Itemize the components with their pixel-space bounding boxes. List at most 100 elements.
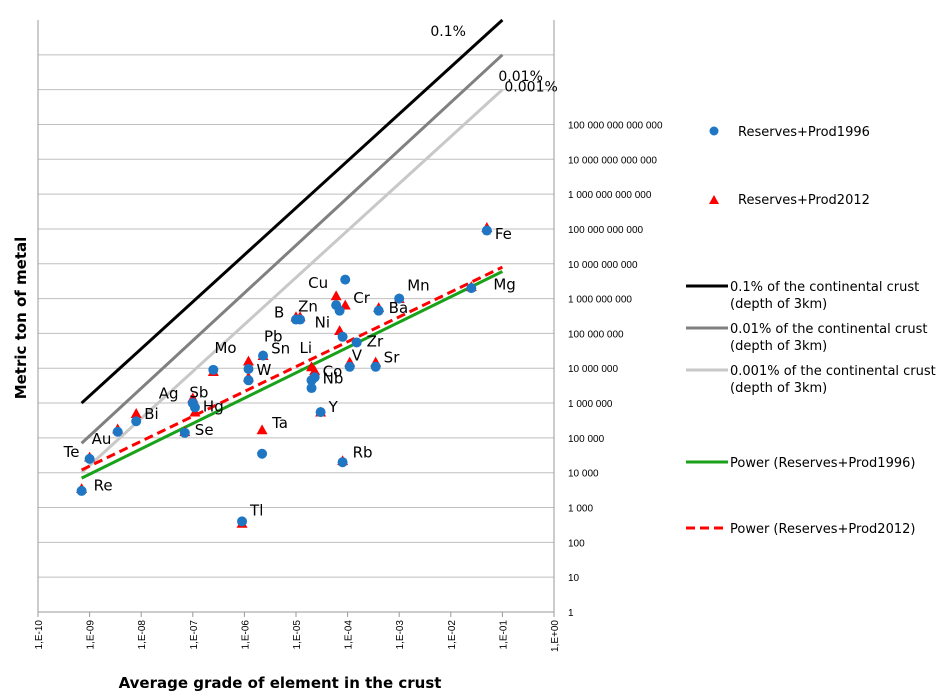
x-tick-label: 1,E+00	[550, 620, 561, 652]
grid-lines	[38, 54, 554, 613]
plot-border	[37, 20, 555, 617]
legend-label-line-part: Power (Reserves+Prod2012)	[730, 522, 915, 537]
element-label-ag: Ag	[159, 384, 179, 402]
legend-label-line-part: 0.001% of the continental crust	[730, 364, 936, 379]
element-label-zn: Zn	[298, 298, 318, 316]
point-1996	[370, 361, 381, 372]
element-label-y: Y	[328, 398, 339, 416]
legend-label-line-part: Power (Reserves+Prod1996)	[730, 456, 915, 471]
reference-line-label: 0.1%	[430, 24, 466, 40]
point-1996	[481, 225, 492, 236]
point-1996	[394, 293, 405, 304]
point-1996	[309, 372, 320, 383]
point-1996	[243, 364, 254, 375]
element-label-mo: Mo	[214, 339, 236, 357]
series-line-1	[80, 53, 504, 445]
legend-label-1996: Reserves+Prod1996	[738, 125, 870, 140]
element-label-nb: Nb	[323, 369, 344, 387]
reference-line-labels: 0.1% 0.01%0.001%	[430, 24, 557, 96]
point-2012	[130, 408, 142, 418]
y-tick-label: 100 000 000 000	[568, 225, 644, 236]
point-1996	[258, 350, 269, 361]
series-line-4	[80, 265, 504, 472]
y-axis-ticks: 1 10 100 1 000 10 000 100 000 1 000 000 10 000 …	[568, 120, 663, 619]
x-tick-label: 1,E-03	[395, 620, 406, 650]
y-tick-label: 10 000 000 000	[568, 260, 638, 271]
legend-marker-1996	[709, 126, 719, 136]
element-label-fe: Fe	[495, 225, 512, 243]
point-1996	[131, 416, 142, 427]
element-label-ba: Ba	[389, 299, 408, 317]
legend: Reserves+Prod1996 Reserves+Prod2012 0.1% o…	[686, 125, 936, 537]
x-axis-ticks: 1,E-10 1,E-09 1,E-08 1,E-07 1,E-06 1,E-05 1,E-…	[34, 620, 561, 652]
y-tick-label: 1 000	[568, 504, 593, 515]
point-1996	[237, 516, 248, 527]
y-tick-label: 100 000 000 000 000	[568, 120, 663, 131]
element-label-mg: Mg	[493, 275, 515, 293]
element-label-cr: Cr	[353, 289, 370, 307]
point-1996	[340, 274, 351, 285]
x-tick-label: 1,E-04	[344, 620, 355, 650]
point-1996	[315, 407, 326, 418]
point-1996	[295, 314, 306, 325]
point-1996	[112, 426, 123, 437]
point-1996	[189, 402, 200, 413]
x-tick-label: 1,E-08	[137, 620, 148, 650]
legend-label-line-part: (depth of 3km)	[730, 297, 827, 312]
legend-label-line-part: (depth of 3km)	[730, 339, 827, 354]
point-1996	[179, 427, 190, 438]
element-label-ni: Ni	[315, 313, 330, 331]
point-1996	[466, 283, 477, 294]
point-2012	[309, 365, 321, 376]
data-points	[76, 221, 493, 528]
reference-lines	[80, 18, 504, 480]
reference-line-label: 0.01%	[498, 69, 542, 85]
point-1996	[373, 305, 384, 316]
element-label-au: Au	[92, 430, 112, 448]
x-tick-label: 1,E-05	[292, 620, 303, 650]
element-label-b: B	[274, 304, 284, 322]
legend-label-line-part: 0.1% of the continental crust	[730, 280, 919, 295]
point-1996	[337, 457, 348, 468]
element-label-bi: Bi	[144, 405, 158, 423]
element-label-cu: Cu	[308, 274, 328, 292]
y-tick-label: 10 000 000	[568, 364, 618, 375]
element-label-ta: Ta	[271, 414, 288, 432]
element-label-co: Co	[323, 363, 343, 381]
y-tick-label: 10 000	[568, 469, 599, 480]
element-label-tl: Tl	[249, 501, 263, 519]
legend-label-line-part: (depth of 3km)	[730, 381, 827, 396]
y-tick-label: 1 000 000 000	[568, 295, 632, 306]
point-1996	[351, 337, 362, 348]
point-1996	[337, 331, 348, 342]
series-line-0	[80, 18, 504, 405]
y-tick-label: 100	[568, 538, 585, 549]
element-label-rb: Rb	[353, 443, 373, 461]
legend-label-line-0: 0.1% of the continental crust (depth of 3…	[730, 280, 919, 312]
point-1996	[334, 305, 345, 316]
element-label-v: V	[352, 346, 363, 364]
y-tick-label: 100 000	[568, 434, 605, 445]
legend-marker-2012	[709, 195, 719, 204]
y-tick-label: 1 000 000 000 000	[568, 190, 652, 201]
x-tick-label: 1,E-10	[34, 620, 45, 650]
point-1996	[243, 375, 254, 386]
x-tick-label: 1,E-06	[240, 620, 251, 650]
element-label-mn: Mn	[407, 277, 429, 295]
legend-label-2012: Reserves+Prod2012	[738, 193, 870, 208]
legend-label-line-1: 0.01% of the continental crust (depth of …	[730, 322, 928, 354]
x-tick-label: 1,E-09	[86, 620, 97, 650]
element-label-te: Te	[63, 443, 80, 461]
element-label-re: Re	[94, 477, 113, 495]
y-tick-label: 1 000 000	[568, 399, 613, 410]
point-2012	[330, 290, 342, 301]
x-tick-label: 1,E-01	[498, 620, 509, 650]
reference-line-label: 0.001%	[504, 80, 557, 96]
point-2012	[242, 355, 254, 366]
y-tick-label: 100 000 000	[568, 329, 624, 340]
point-2012	[256, 424, 268, 435]
element-label-pb: Pb	[264, 328, 283, 346]
element-label-hg: Hg	[203, 397, 224, 415]
